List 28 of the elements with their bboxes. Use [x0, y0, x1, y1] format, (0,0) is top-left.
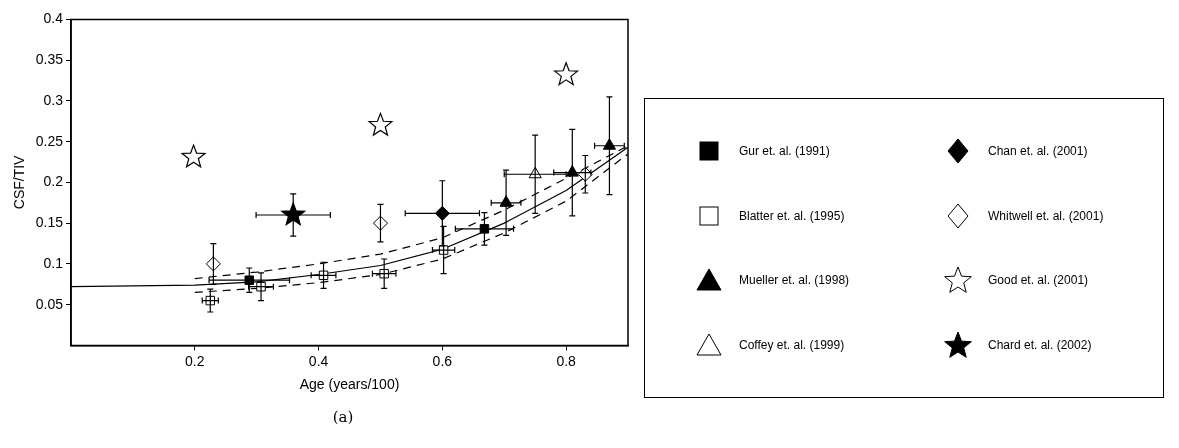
y-tick-label: 0.1	[43, 254, 64, 271]
legend-label: Blatter et. al. (1995)	[739, 208, 845, 223]
legend-label: Good et. al. (2001)	[988, 273, 1089, 288]
y-tick-label: 0.05	[35, 295, 64, 312]
x-axis-title: Age (years/100)	[299, 376, 400, 393]
x-tick-label: 0.4	[308, 352, 329, 369]
legend-label: Mueller et. al. (1998)	[739, 273, 850, 288]
legend-label: Chan et. al. (2001)	[988, 144, 1088, 159]
y-tick-label: 0.25	[35, 132, 64, 149]
x-tick-label: 0.6	[432, 352, 453, 369]
legend-label: Whitwell et. al. (2001)	[988, 208, 1104, 223]
point	[181, 144, 206, 168]
x-tick-label: 0.2	[185, 352, 205, 369]
y-tick-label: 0.4	[43, 10, 64, 27]
legend-label: Gur et. al. (1991)	[739, 144, 830, 159]
point	[554, 62, 579, 86]
point	[368, 112, 393, 136]
legend-label: Coffey et. al. (1999)	[739, 337, 845, 352]
y-tick-label: 0.2	[43, 173, 64, 190]
y-axis-title: CSF/TIV	[11, 154, 28, 210]
x-tick-label: 0.8	[556, 352, 577, 369]
point	[281, 202, 306, 226]
y-tick-label: 0.3	[43, 91, 64, 108]
y-tick-label: 0.15	[35, 214, 64, 231]
text: (a)	[331, 408, 355, 426]
point	[244, 275, 255, 285]
legend-label: Chard et. al. (2002)	[988, 337, 1092, 352]
y-tick-label: 0.35	[35, 51, 64, 68]
